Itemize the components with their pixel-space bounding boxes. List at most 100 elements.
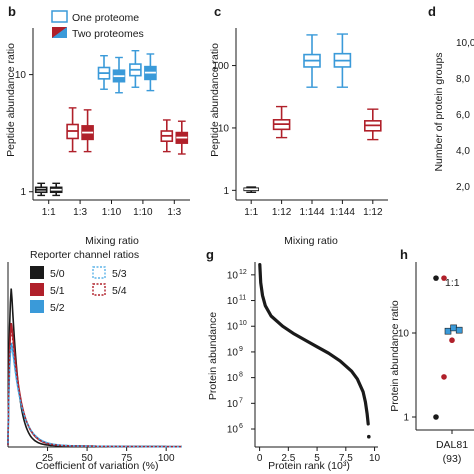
- g-ytick-exponent: 7: [239, 397, 243, 404]
- g-ytick-exponent: 12: [239, 269, 247, 276]
- panel-g-ylabel: Protein abundance: [207, 312, 219, 400]
- c-box-2: [303, 34, 321, 88]
- cv-series-1: [7, 322, 182, 448]
- legend-two-proteomes-swatch-red: [52, 27, 67, 38]
- panel-g-xlabel: Protein rank (10³): [268, 460, 350, 472]
- panel-b-label: b: [8, 4, 16, 19]
- panel-g-label: g: [206, 247, 214, 262]
- c-xtick-label: 1:144: [330, 207, 355, 218]
- panel-c-axes: 1 10 100 1:1 1:12 1:144 1:144 1:12: [212, 28, 388, 218]
- c-xtick-label: 1:144: [299, 207, 324, 218]
- b-box-4-1: [175, 120, 189, 155]
- h-point-5: [450, 324, 457, 332]
- h-ytick-label: 10: [398, 328, 410, 339]
- c-box-1: [272, 105, 291, 139]
- d-ytick-label: 4,0: [456, 146, 470, 157]
- h-point-0: [433, 275, 439, 281]
- panel-h-axes: 1 10: [398, 262, 474, 434]
- g-ytick-base: 10: [227, 322, 239, 333]
- d-ytick-label: 2,0: [456, 182, 470, 193]
- g-ytick-exponent: 10: [239, 320, 247, 327]
- g-xtick-label: 5: [314, 453, 320, 464]
- g-ytick-label: 10: [227, 399, 239, 410]
- c-box-0: [243, 186, 259, 194]
- d-ytick-label: 8,0: [456, 74, 470, 85]
- panel-c-marks: [243, 33, 382, 194]
- panel-d-label: d: [428, 4, 436, 19]
- g-xtick-label: 0: [257, 453, 263, 464]
- legend-swatch-4: [92, 283, 106, 296]
- legend-label-3: 5/3: [112, 268, 127, 280]
- c-box-3: [333, 33, 352, 88]
- g-xtick-label: 2.5: [281, 453, 295, 464]
- b-box-4-0: [160, 119, 174, 153]
- panel-h-ylabel: Protein abundance ratio: [389, 300, 401, 412]
- g-ytick-base: 10: [227, 373, 239, 384]
- panel-b-marks: [34, 50, 189, 197]
- legend-title: Reporter channel ratios: [30, 249, 139, 261]
- g-ytick-label: 10: [227, 425, 239, 436]
- panel-c-label: c: [214, 4, 221, 19]
- panel-h: h Protein abundance ratio DAL81 (93) 1:1…: [389, 247, 474, 465]
- g-ytick-exponent: 9: [239, 346, 243, 353]
- h-point-7: [449, 337, 455, 344]
- b-box-2-1: [112, 56, 126, 94]
- panel-c-ylabel: Peptide abundance ratio: [209, 43, 221, 157]
- panel-g-marks: [258, 263, 371, 439]
- panel-cv-xlabel: Coefficient of variation (%): [36, 460, 159, 472]
- panel-d-ylabel: Number of protein groups: [433, 52, 445, 171]
- g-ytick-label: 10: [227, 347, 239, 358]
- g-xtick-label: 7.5: [339, 453, 353, 464]
- panel-h-label: h: [400, 247, 408, 262]
- legend-label-4: 5/4: [112, 285, 127, 297]
- legend-one-proteome: One proteome: [72, 12, 139, 24]
- b-box-0-0: [34, 182, 48, 197]
- g-ytick-label: 10: [227, 296, 239, 307]
- legend-label-2: 5/2: [50, 302, 65, 314]
- c-xtick-label: 1:1: [244, 207, 258, 218]
- b-box-1-1: [81, 109, 94, 153]
- g-ytick-label: 10: [227, 373, 239, 384]
- b-box-3-1: [144, 53, 157, 92]
- b-box-3-0: [129, 50, 142, 88]
- b-xtick-label: 1:1: [42, 207, 56, 218]
- panel-b-legend: One proteome Two proteomes: [51, 10, 144, 40]
- g-ytick-exponent: 8: [239, 372, 243, 379]
- legend-swatch-0: [30, 266, 44, 279]
- cv-series-2: [7, 342, 182, 448]
- panel-h-marks: [433, 275, 463, 420]
- legend-swatch-3: [92, 266, 106, 279]
- b-ytick-label: 1: [20, 187, 26, 198]
- panel-h-annotation: 1:1: [445, 277, 460, 289]
- c-ytick-label: 10: [218, 123, 230, 134]
- cv-series-3: [7, 346, 182, 448]
- panel-g: g Protein abundance Protein rank (10³) 0…: [206, 247, 381, 472]
- legend-swatch-2: [30, 300, 44, 313]
- b-xtick-label: 1:10: [133, 207, 153, 218]
- g-ytick-label: 10: [227, 270, 239, 281]
- h-point-2: [433, 414, 439, 420]
- c-ytick-label: 1: [223, 186, 229, 197]
- b-xtick-label: 1:3: [73, 207, 87, 218]
- panel-b-xlabel: Mixing ratio: [85, 235, 139, 247]
- b-box-0-1: [49, 182, 63, 197]
- g-ytick-base: 10: [227, 425, 239, 436]
- g-ytick-label: 10: [227, 322, 239, 333]
- cv-xtick-label: 75: [121, 453, 133, 464]
- h-point-6: [455, 326, 463, 334]
- g-ytick-exponent: 6: [239, 423, 243, 430]
- legend-two-proteomes: Two proteomes: [72, 28, 144, 40]
- b-xtick-label: 1:10: [102, 207, 122, 218]
- g-ytick-exponent: 11: [239, 295, 246, 302]
- panel-b: b Peptide abundance ratio Mixing ratio O…: [5, 4, 190, 247]
- c-xtick-label: 1:12: [272, 207, 292, 218]
- legend-swatch-1: [30, 283, 44, 296]
- g-outlier-point: [367, 434, 371, 439]
- panel-c: c Peptide abundance ratio Mixing ratio 1…: [209, 4, 388, 247]
- panel-h-category: DAL81: [436, 439, 468, 451]
- panel-cv-marks: [7, 288, 182, 448]
- d-ytick-label: 6,0: [456, 110, 470, 121]
- cv-xtick-label: 100: [158, 453, 175, 464]
